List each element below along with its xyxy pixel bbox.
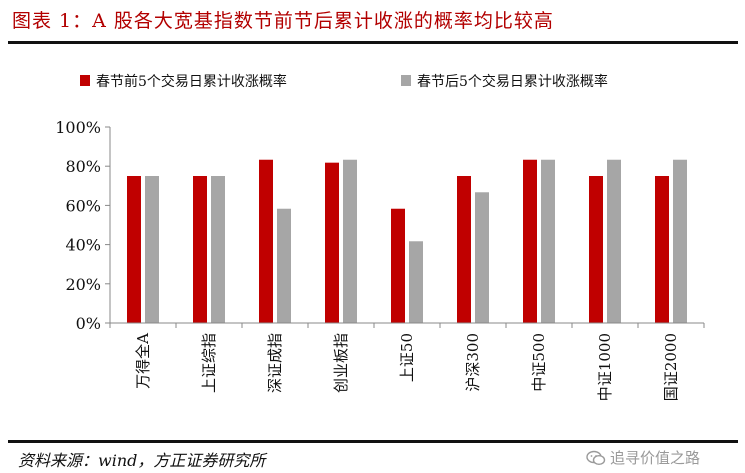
footer-rule bbox=[8, 440, 738, 443]
bar-after-8 bbox=[607, 159, 621, 323]
source-note: 资料来源：wind，方正证券研究所 bbox=[18, 451, 266, 470]
bar-before-9 bbox=[655, 176, 669, 323]
bar-after-2 bbox=[211, 176, 225, 323]
figure-title: 图表 1：A 股各大宽基指数节前节后累计收涨的概率均比较高 bbox=[12, 10, 554, 32]
x-axis: 万得全A 上证综指 深证成指 创业板指 上证50 沪深300 中证500 中证1000 国证20… bbox=[109, 322, 705, 401]
bar-after-7 bbox=[541, 159, 555, 323]
bar-before-5 bbox=[391, 208, 405, 323]
bar-before-4 bbox=[325, 162, 339, 323]
chart-legend: 春节前5个交易日累计收涨概率 春节后5个交易日累计收涨概率 bbox=[80, 73, 608, 90]
x-tick-label: 万得全A bbox=[134, 333, 152, 389]
y-tick-label: 60% bbox=[65, 196, 101, 215]
x-tick-label: 上证50 bbox=[398, 333, 416, 382]
bar-before-3 bbox=[259, 159, 273, 323]
bar-before-6 bbox=[457, 176, 471, 323]
bar-after-4 bbox=[343, 159, 357, 323]
y-tick-label: 0% bbox=[76, 314, 101, 333]
legend-label-1: 春节前5个交易日累计收涨概率 bbox=[96, 73, 287, 90]
y-tick-label: 80% bbox=[65, 157, 101, 176]
bar-group bbox=[127, 159, 687, 323]
x-tick-label: 上证综指 bbox=[200, 333, 218, 393]
x-tick-label: 沪深300 bbox=[464, 333, 482, 392]
watermark-text: 追寻价值之路 bbox=[610, 449, 701, 467]
title-rule bbox=[8, 41, 738, 44]
bar-after-6 bbox=[475, 192, 489, 323]
x-tick-label: 中证500 bbox=[530, 333, 548, 392]
bar-after-9 bbox=[673, 159, 687, 323]
bar-after-5 bbox=[409, 241, 423, 323]
y-tick-label: 100% bbox=[55, 118, 101, 137]
x-tick-label: 深证成指 bbox=[266, 333, 284, 393]
legend-swatch-2 bbox=[401, 75, 411, 86]
bar-after-3 bbox=[277, 208, 291, 323]
legend-swatch-1 bbox=[80, 75, 90, 86]
bar-before-8 bbox=[589, 176, 603, 323]
x-tick-label: 中证1000 bbox=[596, 333, 614, 401]
x-tick-label: 创业板指 bbox=[332, 333, 350, 393]
bar-before-1 bbox=[127, 176, 141, 323]
legend-label-2: 春节后5个交易日累计收涨概率 bbox=[417, 73, 608, 90]
x-tick-label: 国证2000 bbox=[662, 333, 680, 401]
wechat-watermark: 追寻价值之路 bbox=[586, 447, 700, 468]
bar-after-1 bbox=[145, 176, 159, 323]
bar-before-7 bbox=[523, 159, 537, 323]
bar-before-2 bbox=[193, 176, 207, 323]
y-tick-label: 20% bbox=[65, 275, 101, 294]
y-axis: 100% 80% 60% 40% 20% 0% bbox=[55, 118, 111, 333]
y-tick-label: 40% bbox=[65, 236, 101, 255]
wechat-icon bbox=[586, 450, 606, 466]
